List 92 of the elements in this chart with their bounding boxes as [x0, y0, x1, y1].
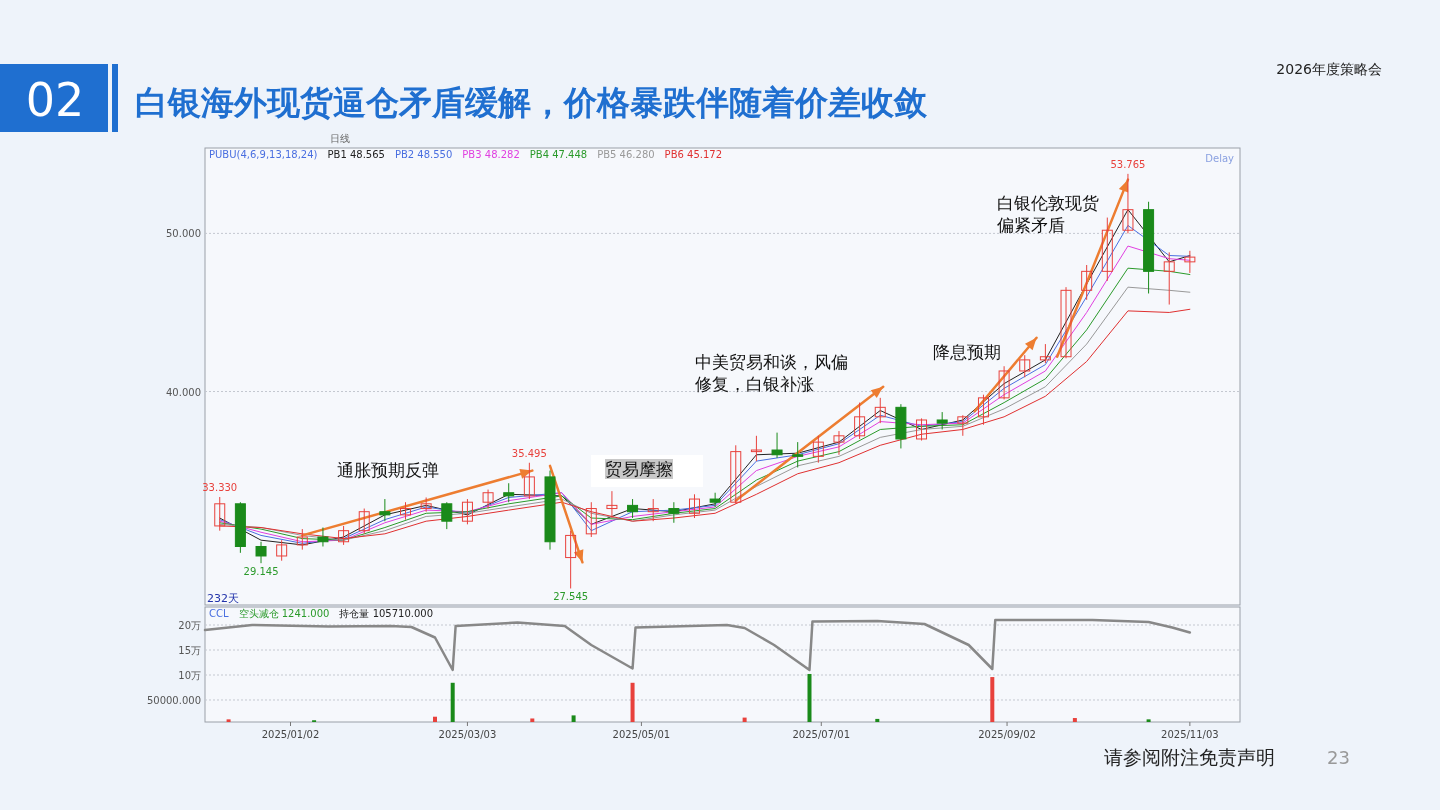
- legend-title: CCL: [209, 608, 229, 619]
- candlestick: [792, 441, 804, 468]
- annotation: 持仓量 105710.000: [339, 608, 434, 619]
- candlestick: [1039, 343, 1051, 364]
- annotation: Delay: [1205, 153, 1235, 164]
- text: PB1 48.565: [327, 149, 385, 160]
- y-tick-label: 10万: [178, 670, 201, 681]
- candlestick: [276, 539, 288, 562]
- candlestick: [647, 498, 659, 522]
- candlestick: [1184, 250, 1196, 274]
- candlestick: [750, 435, 762, 462]
- candlestick: [523, 462, 535, 500]
- y-tick-label: 15万: [178, 645, 201, 656]
- text: 请参阅附注免责声明: [1104, 746, 1275, 768]
- candlestick: [379, 498, 391, 522]
- bar: [450, 682, 455, 722]
- text: PB4 47.448: [529, 149, 588, 160]
- x-tick-label: 2025/07/01: [792, 729, 851, 740]
- candlestick: [688, 493, 700, 519]
- y-tick-label: 20万: [178, 620, 201, 631]
- bar: [530, 718, 535, 722]
- bar: [1072, 718, 1077, 722]
- text: PB2 48.550: [394, 149, 453, 160]
- bar: [226, 719, 231, 722]
- annotation: 35.495: [511, 447, 547, 459]
- candlestick: [1019, 354, 1031, 378]
- x-tick-label: 2025/01/02: [261, 729, 320, 740]
- x-tick-label: 2025/09/02: [978, 729, 1036, 740]
- candlestick: [874, 397, 886, 424]
- candlestick: [338, 525, 350, 546]
- chart-title: 白银海外现货逼仓矛盾缓解，价格暴跌伴随着价差收敛: [135, 83, 928, 122]
- annotation: 通胀预期反弹: [337, 460, 439, 480]
- candlestick: [482, 489, 494, 510]
- candlestick: [606, 490, 618, 519]
- candlestick: [668, 501, 680, 524]
- bar: [807, 673, 812, 722]
- candlestick: [709, 492, 721, 508]
- bar: [1146, 719, 1151, 722]
- annotation: 33.330: [202, 482, 238, 493]
- candlestick: [1163, 251, 1175, 306]
- candlestick: [771, 432, 783, 459]
- annotation: 53.765: [1110, 158, 1146, 170]
- text: PB6 45.172: [664, 149, 723, 160]
- candlestick: [812, 435, 824, 464]
- line-series: [203, 618, 1192, 672]
- candlestick: [854, 402, 866, 440]
- y2-tick-label: 50000.000: [146, 694, 201, 706]
- candlestick: [957, 414, 969, 437]
- candlestick: [977, 394, 989, 426]
- bar: [875, 718, 880, 722]
- candlestick: [296, 528, 308, 551]
- candlestick: [255, 541, 267, 564]
- y-tick-label: 40.000: [166, 386, 201, 398]
- candlestick: [503, 482, 515, 503]
- annotation: 降息预期: [933, 342, 1001, 362]
- candlestick: [461, 498, 473, 525]
- candlestick: [214, 496, 226, 532]
- text: 日线: [330, 133, 350, 144]
- bar: [990, 677, 995, 722]
- candlestick: [1101, 217, 1113, 282]
- candlestick: [585, 501, 597, 538]
- x-tick-label: 2025/05/01: [612, 729, 671, 740]
- annotation: 贸易摩擦: [605, 459, 673, 479]
- text: PB5 46.280: [597, 149, 655, 160]
- candlestick: [1060, 286, 1072, 359]
- x-tick-label: 2025/11/03: [1161, 729, 1219, 740]
- candlestick: [833, 430, 845, 456]
- x-tick-label: 2025/03/03: [438, 729, 497, 740]
- candlestick: [420, 496, 432, 513]
- text: 23: [1327, 747, 1350, 768]
- bar: [433, 716, 437, 722]
- annotation: 白银伦敦现货偏紧矛盾: [997, 193, 1099, 236]
- candlestick: [627, 498, 639, 519]
- annotation: 27.545: [553, 591, 589, 603]
- legend-title: PUBU(4,6,9,13,18,24): [209, 149, 318, 160]
- text: 02: [25, 73, 85, 127]
- bar: [630, 682, 635, 722]
- candlestick: [1081, 264, 1093, 301]
- candlestick: [317, 527, 329, 547]
- candlestick: [998, 365, 1010, 400]
- annotation: 232天: [207, 592, 239, 605]
- candlestick: [730, 444, 742, 505]
- bar: [571, 715, 576, 722]
- annotation: 空头减仓 1241.000: [238, 608, 330, 619]
- annotation: 29.145: [243, 566, 279, 578]
- candlestick: [441, 501, 453, 530]
- candlestick: [916, 417, 928, 442]
- candlestick: [358, 508, 370, 535]
- y-tick-label: 50.000: [166, 228, 201, 240]
- annotation: 中美贸易和谈，风偏修复，白银补涨: [695, 352, 848, 395]
- text: 2026年度策略会: [1276, 61, 1382, 77]
- text: PB3 48.282: [462, 149, 520, 160]
